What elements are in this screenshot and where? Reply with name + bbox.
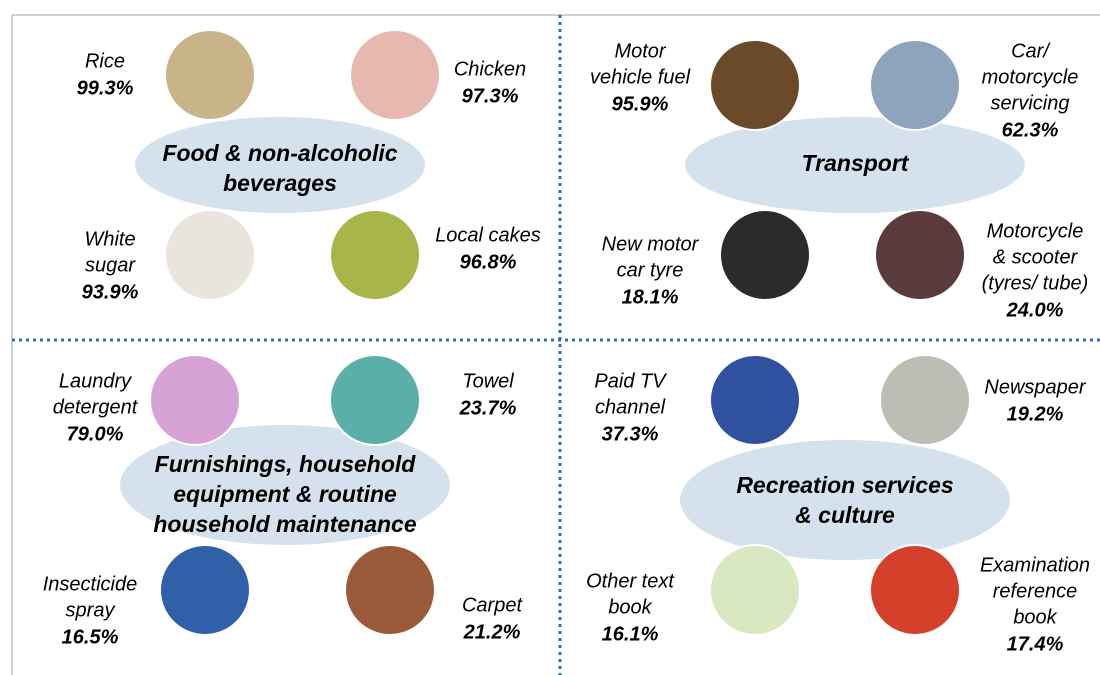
- item-image: [869, 544, 961, 636]
- item-label: Newspaper: [984, 376, 1087, 398]
- item-label: Examination: [980, 554, 1090, 576]
- item-label: (tyres/ tube): [982, 272, 1089, 294]
- item-value: 19.2%: [1007, 403, 1064, 425]
- item-label: Rice: [85, 50, 125, 72]
- item-label: Motor: [614, 40, 666, 62]
- category-title: Food & non-alcoholic: [162, 140, 397, 166]
- category-title: & culture: [795, 502, 895, 528]
- item-value: 23.7%: [459, 397, 517, 419]
- item-label: Local cakes: [435, 224, 541, 246]
- item-value: 21.2%: [463, 621, 521, 643]
- item-label: Car/: [1011, 40, 1051, 62]
- item-label: channel: [595, 396, 666, 418]
- item-value: 62.3%: [1002, 119, 1059, 141]
- category-ellipse: [135, 117, 425, 213]
- item-value: 93.9%: [82, 281, 139, 303]
- item-label: book: [1013, 606, 1057, 628]
- category-title: equipment & routine: [173, 481, 397, 507]
- item-label: Towel: [462, 370, 514, 392]
- item-value: 97.3%: [462, 85, 519, 107]
- item-image: [149, 354, 241, 446]
- item-label: Chicken: [454, 58, 526, 80]
- item-image: [719, 209, 811, 301]
- item-label: New motor: [602, 233, 700, 255]
- item-value: 16.5%: [62, 626, 119, 648]
- item-label: book: [608, 596, 652, 618]
- item-image: [874, 209, 966, 301]
- item-label: Motorcycle: [987, 220, 1084, 242]
- item-label: car tyre: [617, 259, 684, 281]
- category-title: Transport: [802, 150, 910, 176]
- item-image: [349, 29, 441, 121]
- item-value: 37.3%: [602, 423, 659, 445]
- item-image: [709, 544, 801, 636]
- item-image: [164, 209, 256, 301]
- item-label: White: [84, 228, 135, 250]
- item-label: vehicle fuel: [590, 66, 691, 88]
- item-label: servicing: [991, 92, 1070, 114]
- item-label: sugar: [85, 254, 136, 276]
- category-title: Furnishings, household: [155, 451, 417, 477]
- item-image: [879, 354, 971, 446]
- item-image: [709, 354, 801, 446]
- category-ellipse: [680, 440, 1010, 560]
- category-title: household maintenance: [153, 511, 416, 537]
- item-image: [159, 544, 251, 636]
- item-value: 96.8%: [460, 251, 517, 273]
- item-value: 95.9%: [612, 93, 669, 115]
- item-label: Laundry: [59, 370, 132, 392]
- item-label: Insecticide: [43, 573, 138, 595]
- item-label: Paid TV: [594, 370, 667, 392]
- item-label: motorcycle: [982, 66, 1079, 88]
- item-label: reference: [993, 580, 1078, 602]
- item-value: 16.1%: [602, 623, 659, 645]
- category-ellipse: [685, 117, 1025, 213]
- item-image: [344, 544, 436, 636]
- category-title: beverages: [223, 170, 337, 196]
- item-label: Carpet: [462, 594, 523, 616]
- category-ellipse: [120, 425, 450, 545]
- item-value: 18.1%: [622, 286, 679, 308]
- item-value: 99.3%: [77, 77, 134, 99]
- item-label: spray: [66, 599, 116, 621]
- item-value: 79.0%: [67, 423, 124, 445]
- item-image: [709, 39, 801, 131]
- item-value: 24.0%: [1006, 299, 1064, 321]
- item-label: Other text: [586, 570, 675, 592]
- item-value: 17.4%: [1007, 633, 1064, 655]
- item-label: & scooter: [993, 246, 1079, 268]
- item-image: [329, 354, 421, 446]
- item-label: detergent: [53, 396, 139, 418]
- item-image: [869, 39, 961, 131]
- item-image: [329, 209, 421, 301]
- item-image: [164, 29, 256, 121]
- category-title: Recreation services: [736, 472, 953, 498]
